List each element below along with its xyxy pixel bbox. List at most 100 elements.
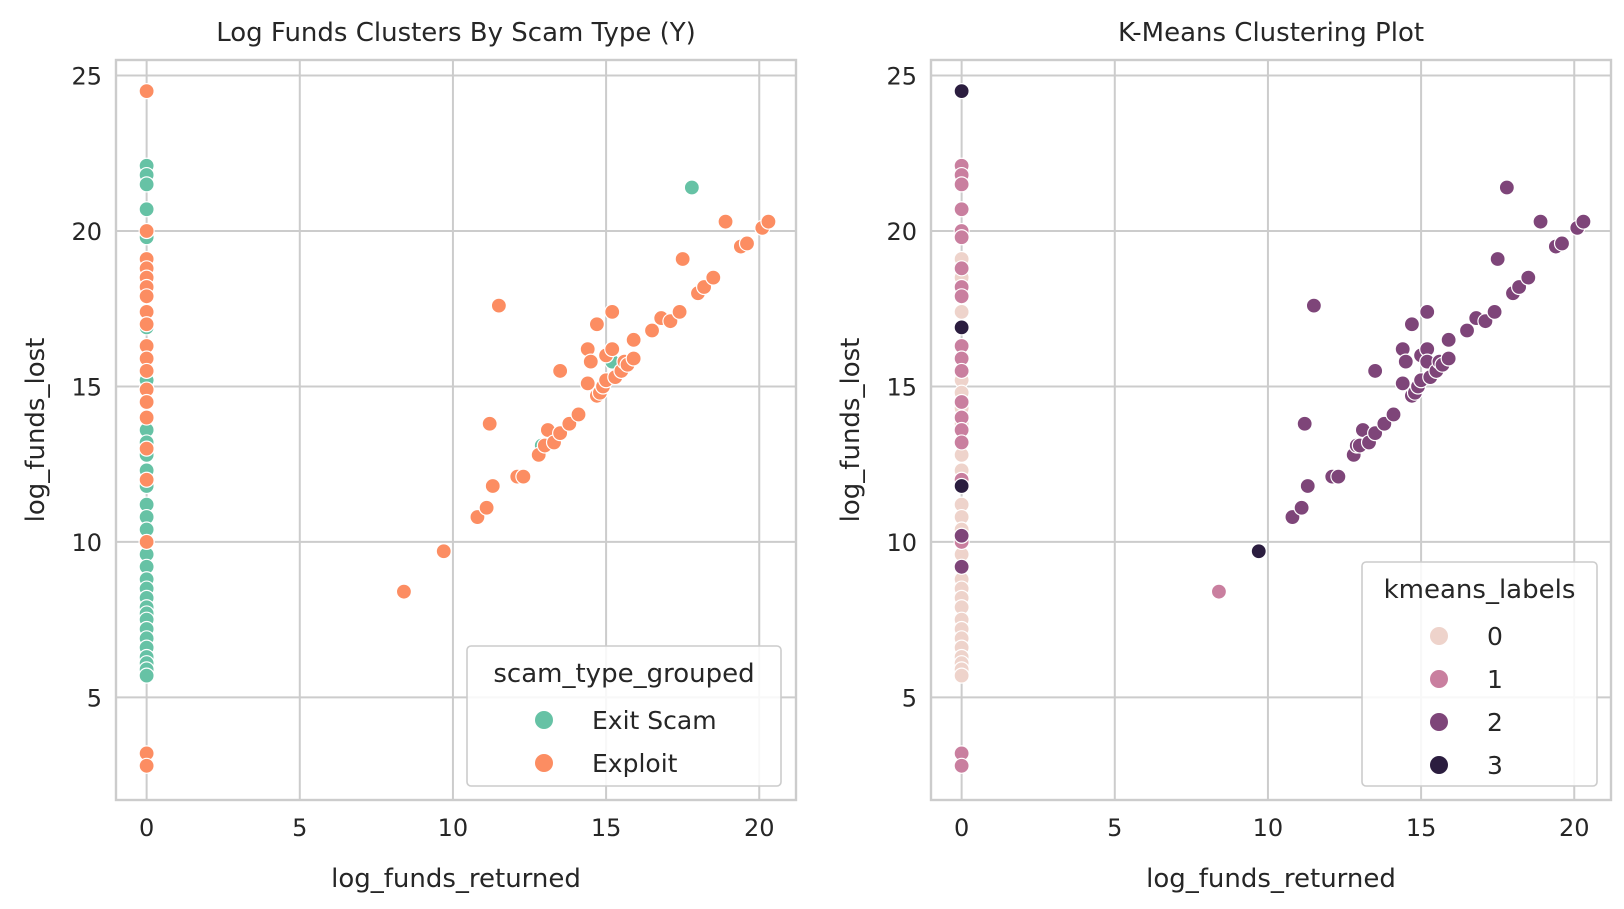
data-point (1305, 297, 1322, 314)
data-point (738, 235, 756, 252)
data-point (138, 533, 155, 551)
data-point (481, 415, 498, 432)
data-point (490, 297, 507, 314)
series-1 (953, 157, 1228, 774)
data-point (138, 316, 155, 333)
data-point (588, 316, 606, 333)
data-point (953, 288, 970, 305)
legend-label: 3 (1487, 751, 1503, 780)
legend-title: kmeans_labels (1384, 575, 1576, 605)
data-point (953, 477, 970, 495)
data-point (138, 667, 155, 684)
legend: scam_type_grouped Exit Scam Exploit (466, 645, 782, 787)
legend-box (1361, 561, 1598, 787)
data-point (953, 757, 970, 774)
x-tick-label: 15 (1406, 814, 1437, 842)
x-tick-label: 20 (1559, 814, 1590, 842)
legend-marker (1430, 713, 1448, 731)
y-axis-label: log_funds_lost (21, 338, 51, 523)
data-point (138, 288, 155, 305)
data-point (717, 213, 734, 230)
legend: kmeans_labels 0 1 2 3 (1361, 561, 1598, 787)
data-point (953, 362, 970, 380)
data-point (570, 406, 587, 423)
legend-marker (535, 711, 553, 729)
data-point (138, 82, 155, 100)
data-point (138, 440, 155, 457)
data-point (1440, 331, 1457, 348)
data-point (515, 468, 532, 485)
data-point (625, 331, 642, 348)
data-point (953, 176, 970, 193)
data-point (683, 179, 700, 196)
data-point (625, 350, 642, 367)
data-point (579, 375, 596, 392)
data-point (552, 362, 569, 380)
x-tick-label: 0 (954, 814, 969, 842)
data-point (1553, 235, 1571, 252)
data-point (138, 757, 155, 774)
data-point (953, 229, 970, 246)
chart-1: 0 5 10 15 20 5 10 15 20 25 Log Funds Clusters By S… (21, 18, 798, 894)
data-point (1520, 269, 1537, 286)
data-point (138, 176, 155, 193)
data-point (1403, 316, 1421, 333)
data-point (953, 558, 970, 575)
y-tick-label: 20 (886, 218, 917, 246)
series-3 (953, 82, 1267, 560)
data-point (643, 322, 661, 339)
data-point (953, 319, 970, 336)
y-axis-label: log_funds_lost (836, 338, 866, 523)
data-point (1330, 468, 1347, 485)
data-point (1385, 406, 1402, 423)
x-tick-label: 5 (292, 814, 307, 842)
data-point (1486, 303, 1503, 320)
data-point (1489, 250, 1506, 268)
legend-box (466, 645, 782, 787)
data-point (138, 471, 155, 488)
y-tick-label: 5 (87, 684, 102, 712)
y-tick-label: 10 (71, 529, 102, 557)
data-point (1575, 213, 1592, 230)
legend-marker (1430, 627, 1448, 645)
data-point (138, 222, 155, 240)
data-point (1296, 415, 1313, 432)
data-point (138, 409, 155, 426)
data-point (1532, 213, 1549, 230)
data-point (1458, 322, 1476, 339)
data-point (1250, 543, 1267, 560)
data-point (582, 353, 599, 370)
plot-frame (114, 58, 798, 802)
data-point (953, 260, 970, 277)
legend-marker (535, 754, 553, 772)
x-axis-label: log_funds_returned (1146, 864, 1396, 894)
x-tick-label: 0 (139, 814, 154, 842)
data-point (760, 213, 777, 230)
data-point (138, 201, 155, 218)
x-axis-label: log_funds_returned (331, 864, 581, 894)
chart-title: K-Means Clustering Plot (1118, 18, 1424, 48)
legend-label: 1 (1487, 665, 1503, 694)
series-2 (953, 179, 1592, 575)
data-point (953, 303, 970, 320)
legend-label: Exploit (592, 749, 678, 778)
chart-title: Log Funds Clusters By Scam Type (Y) (216, 18, 696, 48)
y-tick-label: 25 (71, 63, 102, 91)
data-point (953, 527, 970, 544)
data-point (674, 250, 691, 268)
data-point (1299, 477, 1316, 495)
x-tick-label: 5 (1107, 814, 1122, 842)
data-point (478, 499, 495, 516)
data-point (953, 434, 970, 451)
legend-label: Exit Scam (592, 706, 717, 735)
series-exit-scam (138, 157, 700, 684)
series-exploit (138, 82, 777, 774)
data-point (1419, 303, 1436, 320)
data-point (1440, 350, 1457, 367)
data-point (953, 82, 970, 100)
legend-label: 2 (1487, 708, 1503, 737)
plot-frame (929, 58, 1613, 802)
data-point (1293, 499, 1310, 516)
